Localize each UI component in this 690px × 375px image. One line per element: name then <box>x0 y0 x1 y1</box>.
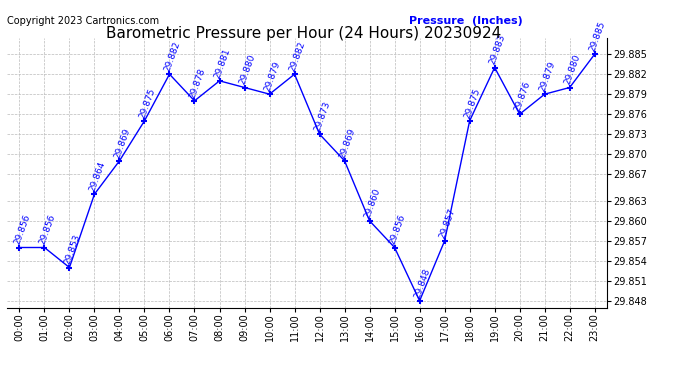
Text: 29.876: 29.876 <box>513 80 532 113</box>
Text: 29.869: 29.869 <box>337 127 357 159</box>
Text: 29.881: 29.881 <box>213 47 232 80</box>
Text: 29.875: 29.875 <box>137 87 157 120</box>
Text: Barometric Pressure per Hour (24 Hours) 20230924: Barometric Pressure per Hour (24 Hours) … <box>106 26 501 41</box>
Text: 29.860: 29.860 <box>362 187 382 219</box>
Text: 29.857: 29.857 <box>437 207 457 240</box>
Text: 29.856: 29.856 <box>37 213 57 246</box>
Text: 29.880: 29.880 <box>237 53 257 86</box>
Text: 29.864: 29.864 <box>88 160 106 193</box>
Text: 29.879: 29.879 <box>262 60 282 93</box>
Text: 29.869: 29.869 <box>112 127 132 159</box>
Text: 29.878: 29.878 <box>188 67 207 99</box>
Text: 29.848: 29.848 <box>413 267 432 300</box>
Text: Pressure  (Inches): Pressure (Inches) <box>409 16 523 26</box>
Text: 29.879: 29.879 <box>538 60 557 93</box>
Text: 29.883: 29.883 <box>488 33 507 66</box>
Text: 29.882: 29.882 <box>162 40 181 73</box>
Text: Copyright 2023 Cartronics.com: Copyright 2023 Cartronics.com <box>7 16 159 26</box>
Text: 29.880: 29.880 <box>562 53 582 86</box>
Text: 29.853: 29.853 <box>62 233 81 266</box>
Text: 29.882: 29.882 <box>288 40 306 73</box>
Text: 29.856: 29.856 <box>388 213 407 246</box>
Text: 29.856: 29.856 <box>12 213 32 246</box>
Text: 29.873: 29.873 <box>313 100 332 133</box>
Text: 29.885: 29.885 <box>588 20 607 53</box>
Text: 29.875: 29.875 <box>462 87 482 120</box>
